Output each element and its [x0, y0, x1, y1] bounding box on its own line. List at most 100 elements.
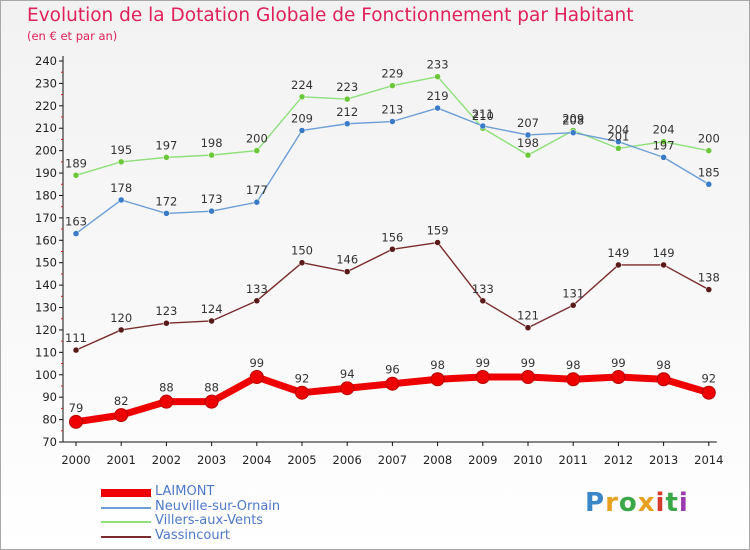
- data-label: 99: [475, 356, 490, 370]
- legend-label: Villers-aux-Vents: [155, 513, 264, 528]
- data-label: 211: [472, 107, 494, 121]
- data-point: [660, 138, 667, 145]
- y-tick-label: 110: [35, 345, 57, 359]
- data-label: 198: [201, 136, 223, 150]
- data-point: [253, 198, 261, 206]
- data-point: [295, 385, 309, 400]
- data-label: 197: [155, 138, 177, 152]
- data-point: [389, 118, 396, 125]
- x-tick-label: 2003: [197, 453, 226, 467]
- data-point: [615, 145, 622, 152]
- data-point: [611, 370, 626, 385]
- data-point: [298, 259, 306, 266]
- data-label: 200: [246, 132, 268, 146]
- data-label: 149: [653, 246, 675, 260]
- data-label: 149: [607, 246, 629, 260]
- data-label: 177: [246, 183, 268, 197]
- x-tick-label: 2004: [242, 453, 271, 467]
- data-label: 94: [340, 367, 355, 381]
- data-label: 233: [427, 58, 449, 72]
- legend-swatch: [101, 489, 151, 497]
- data-point: [434, 104, 441, 112]
- data-label: 201: [607, 129, 629, 143]
- data-point: [524, 151, 532, 159]
- data-point: [249, 370, 264, 385]
- x-tick-label: 2000: [61, 453, 90, 467]
- y-tick-label: 200: [35, 144, 57, 158]
- y-tick-label: 190: [35, 166, 57, 180]
- data-point: [524, 324, 532, 331]
- data-label: 198: [517, 136, 539, 150]
- data-point: [343, 120, 351, 128]
- data-label: 163: [65, 215, 87, 229]
- x-tick-label: 2011: [559, 453, 588, 467]
- data-point: [204, 394, 219, 409]
- x-tick-label: 2005: [287, 453, 316, 467]
- data-point: [298, 127, 306, 134]
- data-point: [656, 372, 671, 387]
- data-label: 159: [427, 224, 449, 238]
- x-tick-label: 2001: [107, 453, 136, 467]
- data-label: 99: [249, 356, 264, 370]
- y-tick-label: 220: [35, 99, 57, 113]
- data-point: [434, 73, 441, 80]
- data-label: 195: [110, 143, 132, 157]
- data-label: 99: [611, 356, 626, 370]
- x-tick-label: 2013: [649, 453, 678, 467]
- data-label: 229: [381, 67, 403, 81]
- data-point: [705, 147, 713, 154]
- data-label: 82: [114, 394, 129, 408]
- legend-swatch: [101, 521, 151, 523]
- data-label: 178: [110, 181, 132, 195]
- data-label: 96: [385, 363, 400, 377]
- data-point: [705, 181, 713, 188]
- data-label: 121: [517, 309, 539, 323]
- legend-swatch: [101, 506, 151, 509]
- data-label: 207: [517, 116, 539, 130]
- data-point: [343, 268, 351, 275]
- data-point: [72, 230, 80, 237]
- data-label: 98: [430, 358, 445, 372]
- data-label: 133: [246, 282, 268, 296]
- data-point: [660, 261, 667, 269]
- data-point: [566, 372, 581, 387]
- data-point: [569, 302, 577, 309]
- data-point: [340, 381, 355, 396]
- y-tick-label: 70: [42, 435, 57, 449]
- data-point: [434, 239, 441, 246]
- legend-label: Neuville-sur-Ornain: [155, 498, 281, 514]
- brand-letter: i: [678, 488, 689, 518]
- brand-logo: Proxiti: [585, 488, 689, 518]
- brand-letter: o: [618, 488, 638, 518]
- data-point: [389, 246, 396, 253]
- data-label: 212: [336, 105, 358, 119]
- data-label: 138: [698, 271, 720, 285]
- data-label: 173: [201, 192, 223, 206]
- x-tick-label: 2006: [333, 453, 362, 467]
- data-label: 197: [653, 138, 675, 152]
- data-point: [705, 286, 713, 293]
- data-point: [163, 319, 170, 327]
- data-label: 185: [698, 165, 720, 179]
- data-point: [114, 408, 129, 423]
- data-point: [159, 394, 174, 409]
- data-label: 204: [607, 123, 629, 137]
- data-point: [72, 172, 80, 179]
- data-label: 210: [472, 109, 494, 123]
- data-label: 131: [562, 286, 584, 300]
- legend-label: Vassincourt: [155, 527, 231, 543]
- data-label: 123: [155, 304, 177, 318]
- data-label: 111: [65, 331, 87, 345]
- brand-letter: i: [655, 488, 666, 518]
- data-label: 150: [291, 244, 313, 258]
- data-point: [69, 414, 83, 429]
- data-point: [117, 326, 125, 334]
- y-tick-label: 100: [35, 368, 57, 382]
- data-point: [521, 370, 535, 385]
- data-label: 146: [336, 253, 358, 267]
- chart-title: Evolution de la Dotation Globale de Fonc…: [27, 5, 634, 26]
- data-label: 98: [656, 358, 671, 372]
- data-point: [475, 370, 490, 385]
